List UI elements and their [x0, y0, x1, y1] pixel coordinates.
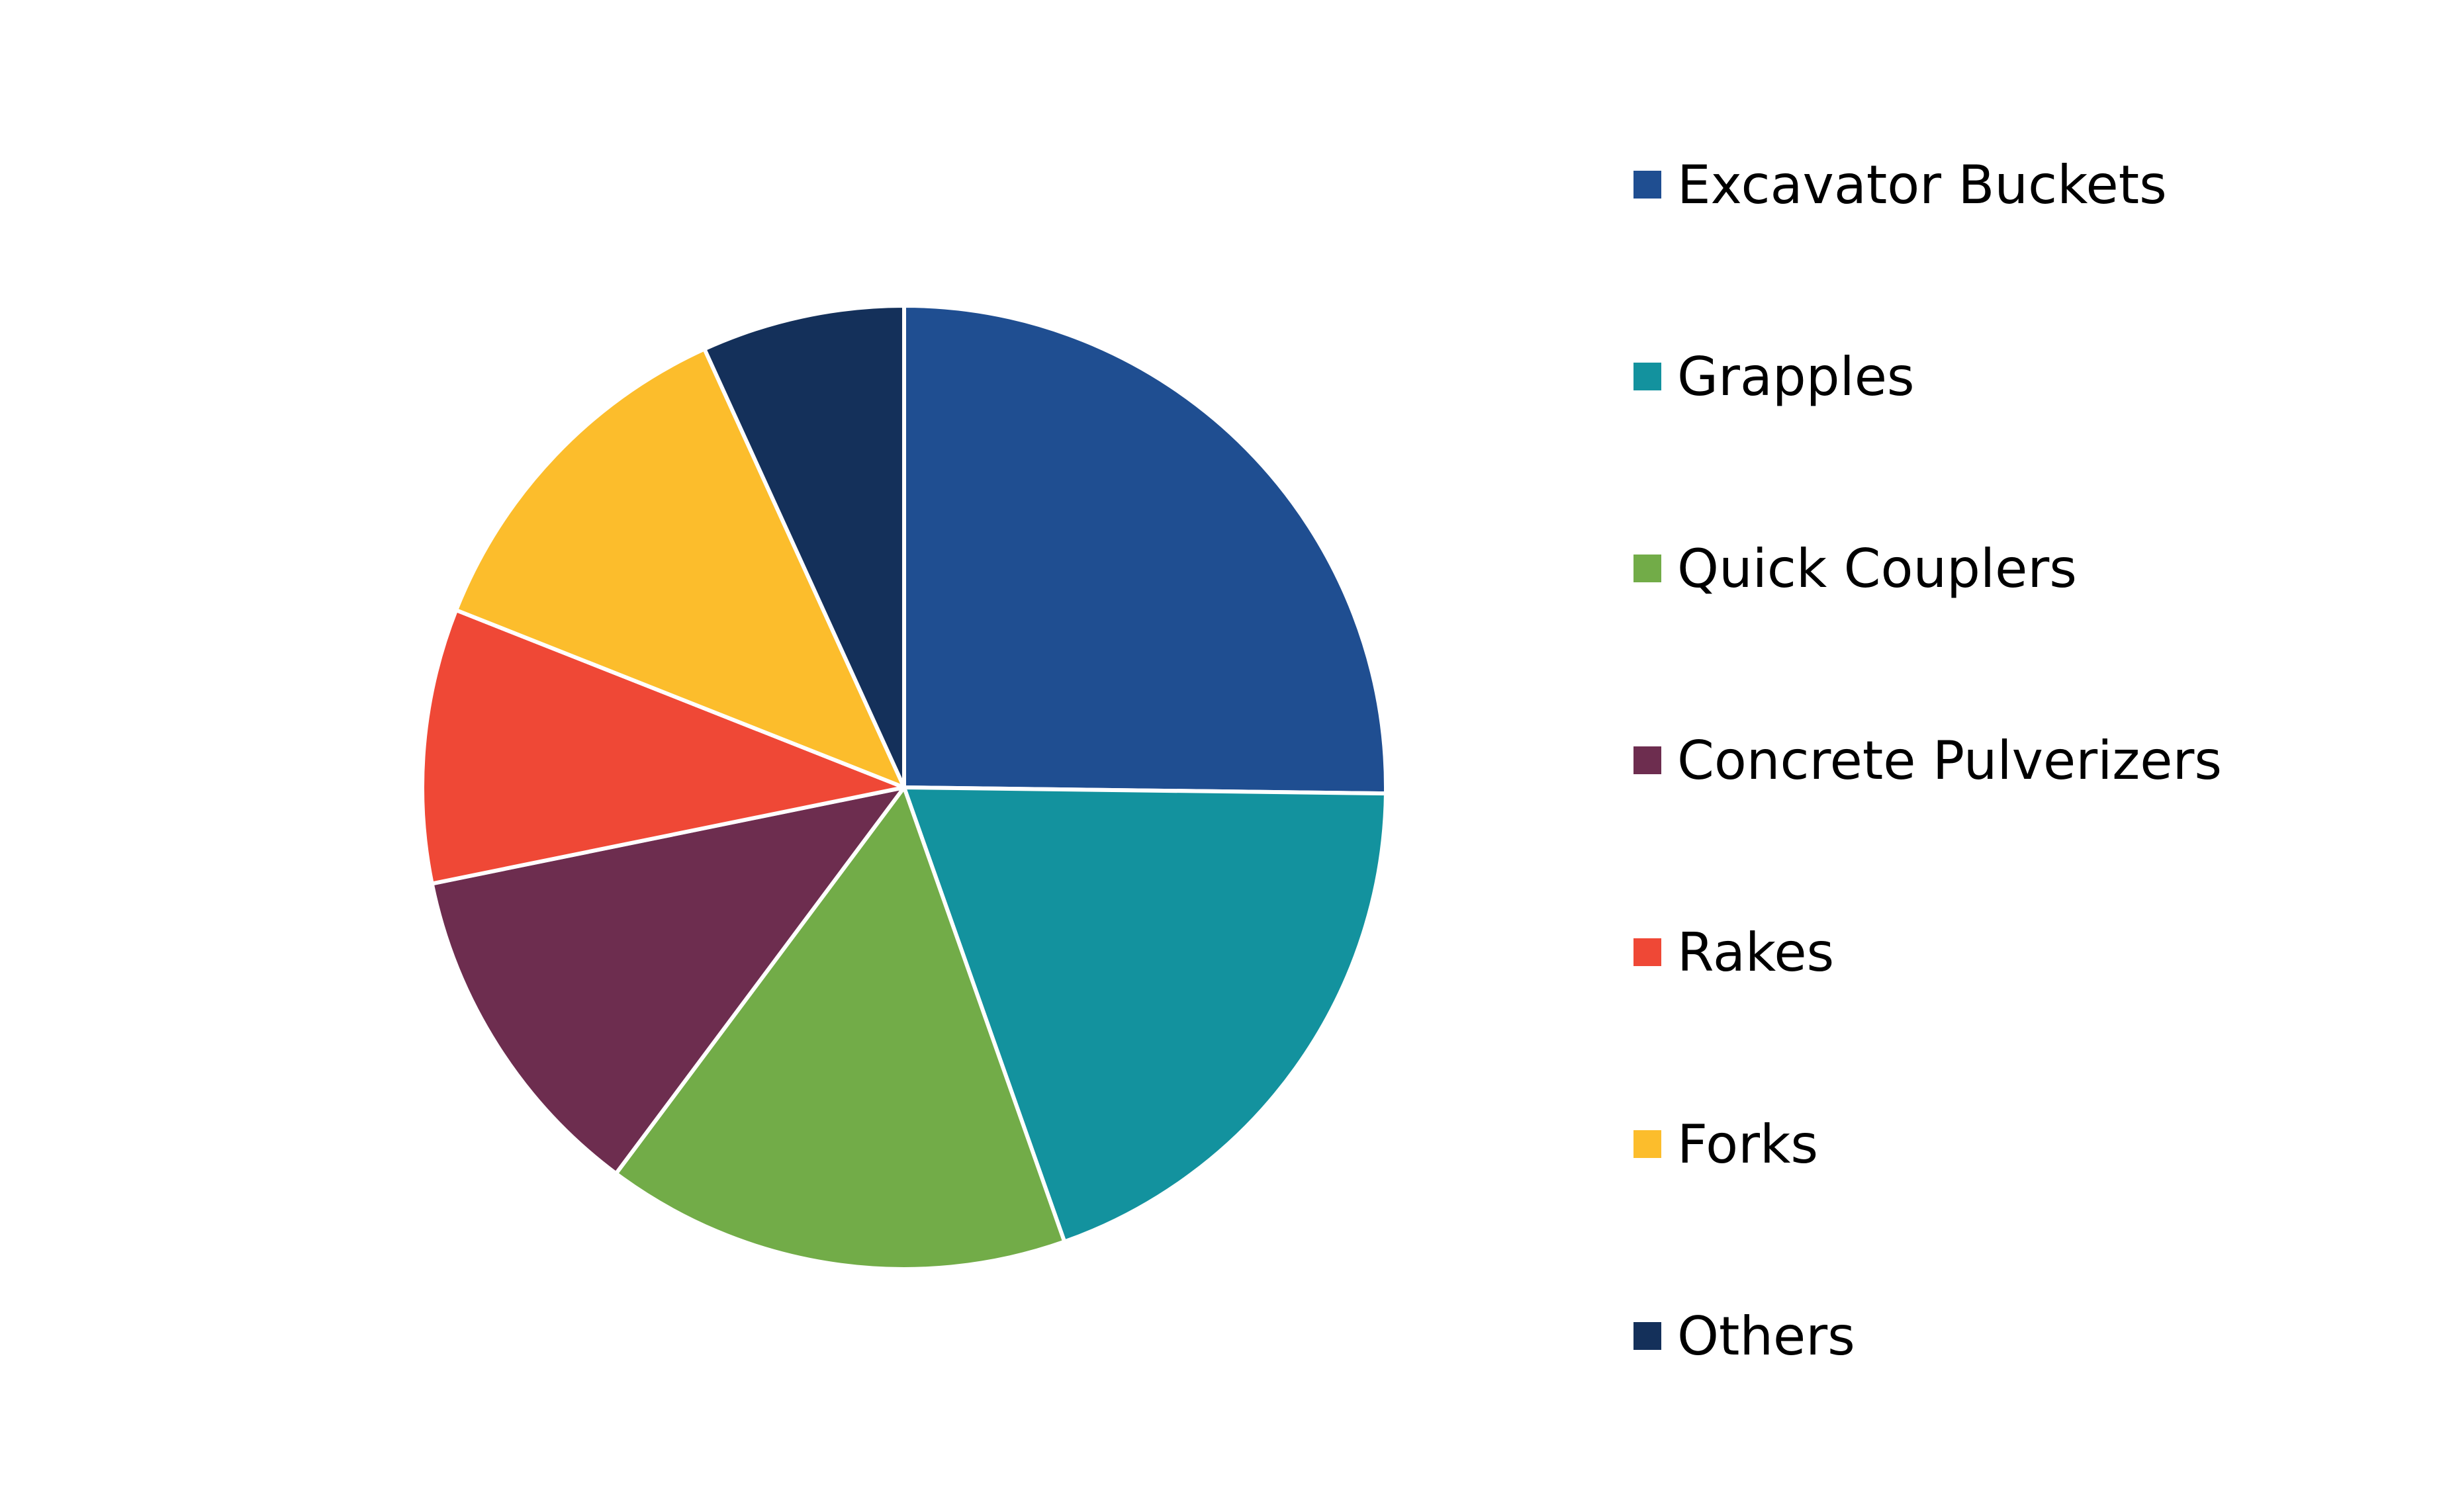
pie-slice-forks — [454, 347, 906, 789]
legend-label: Forks — [1677, 1114, 1819, 1175]
legend-item-forks: Forks — [1633, 1112, 2222, 1304]
legend-item-rakes: Rakes — [1633, 920, 2222, 1112]
legend-swatch — [1633, 746, 1661, 774]
pie-slices — [420, 304, 1388, 1271]
legend-swatch — [1633, 555, 1661, 582]
legend-swatch — [1633, 1322, 1661, 1350]
legend-label: Rakes — [1677, 922, 1835, 983]
legend-item-concrete-pulverizers: Concrete Pulverizers — [1633, 728, 2222, 920]
pie-slice-concrete-pulverizers — [430, 785, 906, 1176]
legend-swatch — [1633, 363, 1661, 390]
legend-swatch — [1633, 171, 1661, 199]
legend-label: Quick Couplers — [1677, 538, 2077, 600]
legend-label: Grapples — [1677, 346, 1915, 408]
legend-item-quick-couplers: Quick Couplers — [1633, 536, 2222, 728]
legend: Excavator Buckets Grapples Quick Couplers C… — [1633, 152, 2222, 1495]
legend-item-grapples: Grapples — [1633, 344, 2222, 536]
legend-item-excavator-buckets: Excavator Buckets — [1633, 152, 2222, 344]
legend-swatch — [1633, 938, 1661, 966]
pie-slice-rakes — [420, 608, 906, 886]
pie-slice-quick-couplers — [614, 785, 1067, 1271]
pie-slice-excavator-buckets — [902, 304, 1388, 796]
legend-swatch — [1633, 1130, 1661, 1158]
pie-slice-others — [702, 304, 906, 789]
legend-label: Excavator Buckets — [1677, 154, 2167, 216]
legend-label: Others — [1677, 1306, 1855, 1367]
legend-label: Concrete Pulverizers — [1677, 730, 2223, 791]
legend-item-others: Others — [1633, 1304, 2222, 1495]
